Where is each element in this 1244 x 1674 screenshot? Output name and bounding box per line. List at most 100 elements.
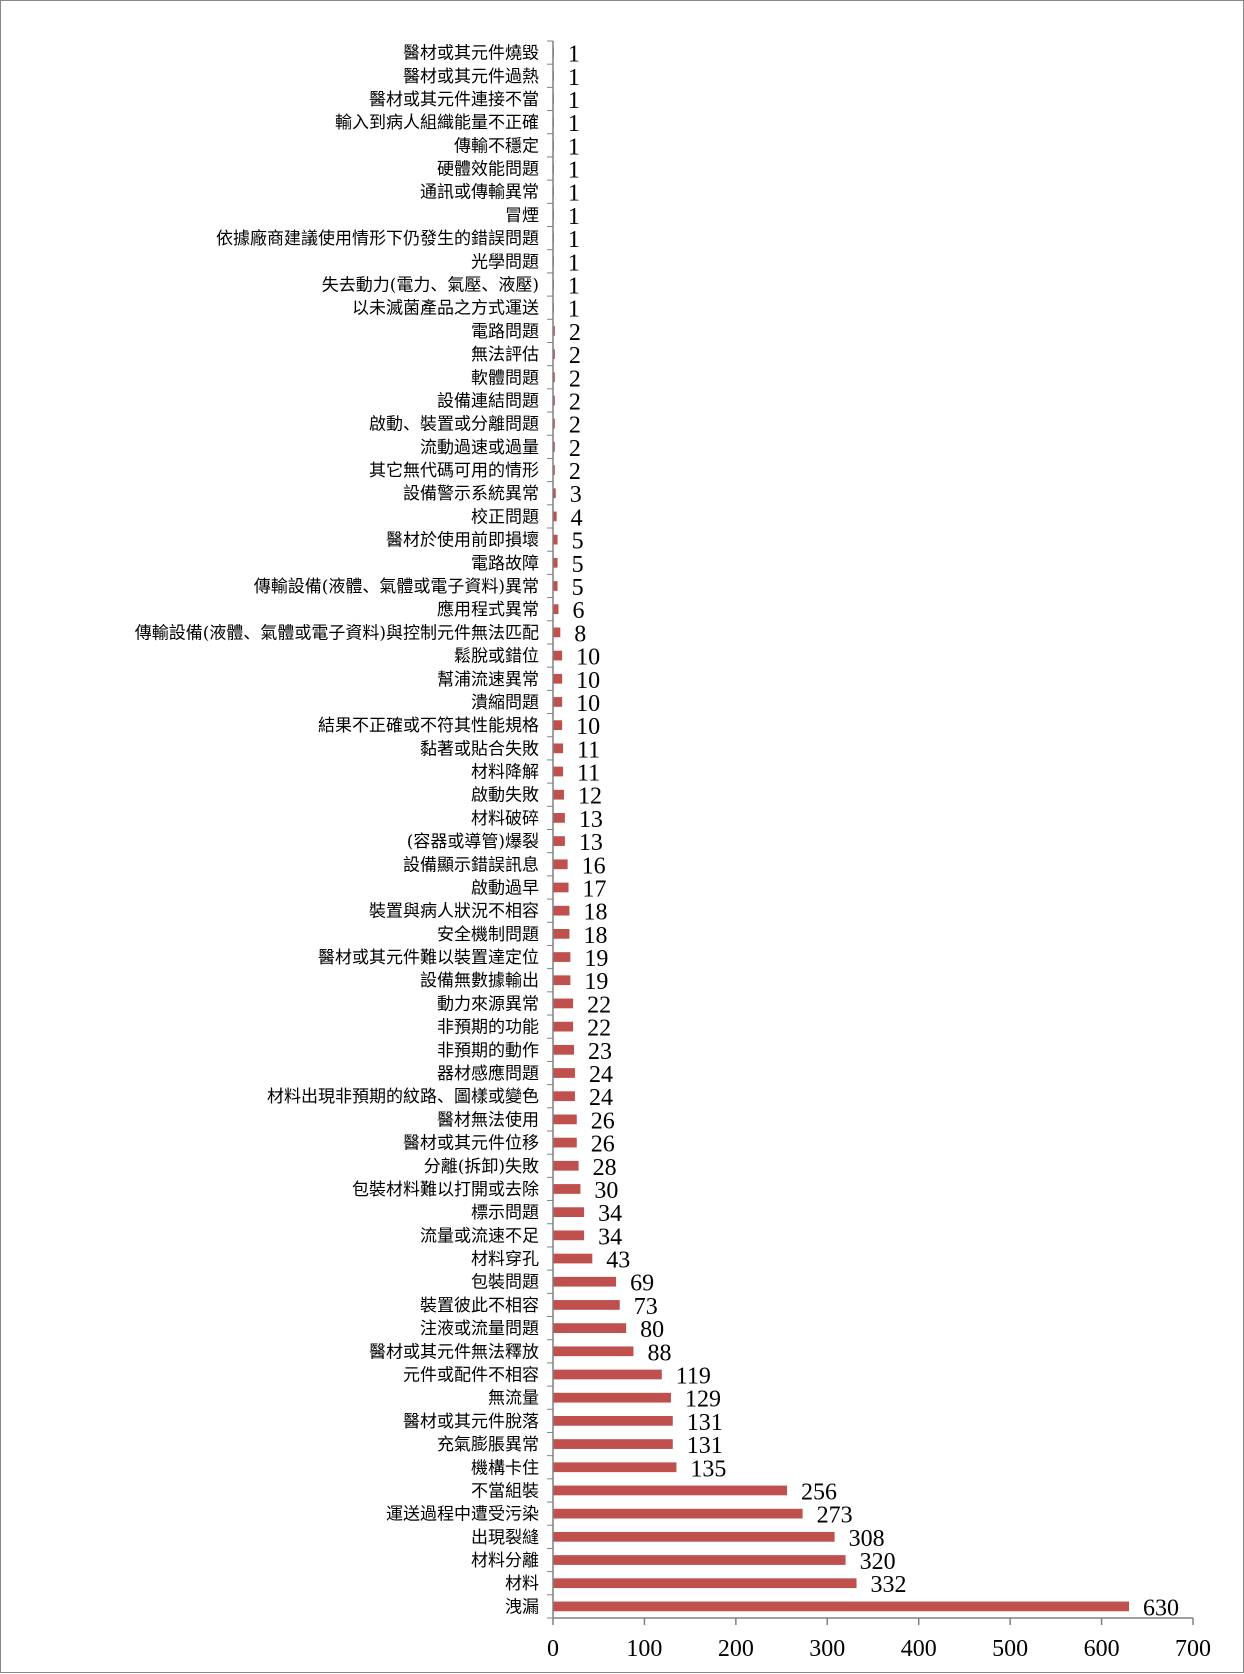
value-label: 16 (582, 853, 606, 879)
category-label: 流量或流速不足 (420, 1226, 539, 1246)
bar (553, 511, 557, 522)
category-label: 醫材或其元件難以裝置達定位 (318, 948, 539, 968)
value-label: 22 (587, 992, 611, 1018)
category-label: 其它無代碼可用的情形 (369, 461, 539, 481)
bar (553, 905, 570, 916)
value-label: 24 (589, 1062, 613, 1088)
value-label: 2 (569, 459, 581, 485)
category-label: 設備警示系統異常 (403, 484, 539, 504)
category-label: 安全機制問題 (437, 925, 539, 945)
bar (553, 1068, 575, 1078)
category-label: 材料出現非預期的紋路、圖樣或變色 (267, 1087, 539, 1107)
bar (553, 1346, 634, 1357)
bar (553, 766, 564, 777)
category-label: 醫材無法使用 (437, 1109, 539, 1130)
value-label: 1 (568, 181, 580, 207)
bar (553, 465, 555, 475)
bar (553, 1416, 673, 1426)
bar (553, 998, 574, 1009)
category-label: 裝置彼此不相容 (420, 1296, 539, 1316)
category-label: 電路問題 (471, 322, 539, 342)
category-label: 傳輸不穩定 (454, 136, 539, 156)
value-label: 18 (583, 923, 607, 949)
bar (553, 372, 555, 383)
bars-layer (553, 47, 1129, 1612)
value-label: 28 (593, 1155, 617, 1181)
bar (553, 1114, 577, 1125)
bar (553, 1485, 788, 1496)
category-label: 非預期的動作 (437, 1041, 539, 1061)
value-label: 1 (568, 227, 580, 253)
value-label: 1 (568, 297, 580, 323)
value-label: 1 (568, 42, 580, 68)
value-label: 88 (647, 1340, 671, 1366)
category-label: 裝置與病人狀況不相容 (369, 902, 539, 922)
value-label: 19 (584, 946, 608, 972)
bar (553, 627, 561, 638)
bar (553, 1578, 857, 1589)
category-label: 標示問題 (471, 1203, 539, 1223)
value-label: 11 (577, 737, 600, 763)
value-label: 1 (568, 250, 580, 276)
value-label: 22 (587, 1016, 611, 1042)
category-label: 機構卡住 (471, 1458, 539, 1478)
value-label: 256 (801, 1479, 837, 1505)
value-label: 1 (568, 111, 580, 137)
category-label: 非預期的功能 (437, 1018, 539, 1038)
value-label: 26 (591, 1108, 615, 1134)
value-label: 119 (676, 1363, 711, 1389)
bar (553, 395, 555, 406)
value-label: 24 (589, 1085, 613, 1111)
value-label: 1 (568, 88, 580, 114)
category-label: 應用程式異常 (437, 599, 539, 620)
category-label: 材料破碎 (471, 809, 539, 829)
bar (553, 1323, 627, 1333)
bar (553, 1508, 803, 1519)
category-label: 醫材或其元件過熱 (403, 67, 539, 87)
value-label: 2 (569, 343, 581, 369)
category-label: 注液或流量問題 (420, 1319, 539, 1339)
category-label: 電路故障 (471, 554, 539, 574)
category-label: 無法評估 (471, 345, 539, 365)
value-label: 13 (579, 807, 603, 833)
bar (553, 1207, 585, 1218)
category-label: 醫材於使用前即損壞 (386, 530, 539, 551)
bar (553, 859, 568, 870)
value-label: 1 (568, 274, 580, 300)
value-label: 308 (849, 1526, 885, 1552)
value-label: 5 (572, 529, 584, 555)
value-label: 332 (871, 1572, 907, 1598)
category-label: 包裝材料難以打開或去除 (352, 1180, 539, 1200)
category-label: 依據廠商建議使用情形下仍發生的錯誤問題 (216, 228, 539, 249)
bar (553, 789, 564, 800)
value-label: 18 (583, 900, 607, 926)
value-label: 273 (817, 1503, 853, 1529)
category-label: 醫材或其元件燒毀 (403, 44, 539, 64)
bar (553, 1392, 671, 1403)
value-label: 129 (685, 1387, 721, 1413)
x-tick-label: 200 (718, 1636, 754, 1662)
category-label: 醫材或其元件脫落 (403, 1412, 539, 1432)
value-label: 2 (569, 413, 581, 439)
value-label: 6 (572, 598, 584, 624)
value-label: 12 (578, 784, 602, 810)
value-label: 34 (598, 1201, 622, 1227)
value-label: 1 (568, 65, 580, 91)
value-label: 2 (569, 366, 581, 392)
bar (553, 1276, 617, 1287)
value-label: 5 (572, 575, 584, 601)
value-label: 43 (606, 1248, 630, 1274)
category-label: 冒煙 (505, 206, 539, 226)
value-label: 131 (687, 1410, 723, 1436)
axis-layer (547, 40, 1194, 1625)
bar (553, 418, 555, 429)
bar (553, 836, 565, 846)
bar (553, 1160, 579, 1171)
bar (553, 1369, 662, 1380)
value-label: 23 (588, 1039, 612, 1065)
x-tick-label: 300 (809, 1636, 845, 1662)
value-label: 73 (634, 1294, 658, 1320)
value-label: 11 (577, 761, 600, 787)
